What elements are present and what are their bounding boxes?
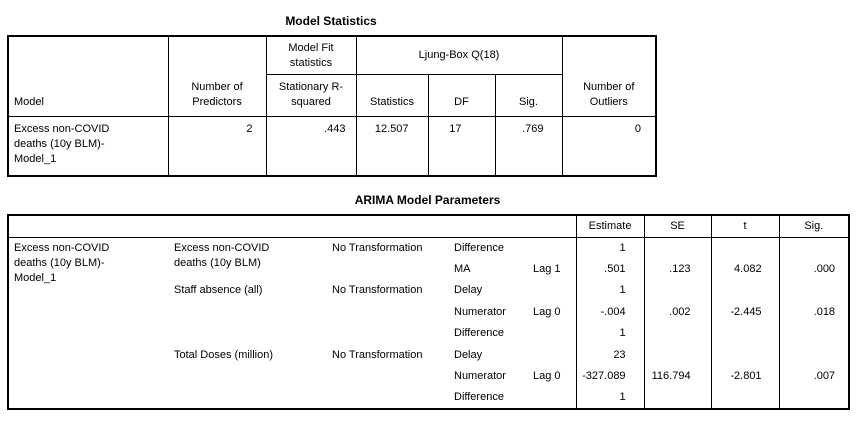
cell-estimate: 1 [575,323,645,345]
header-cell-model: Model [7,35,169,117]
cell-parameter: Difference [454,327,504,340]
cell-number-of-predictors: 2 [167,116,267,177]
cell-se [643,323,712,345]
cell-lag: Lag 1 [533,262,561,275]
arima-row: Numerator Lag 0 -.004 .002 -2.445 .018 [8,301,850,323]
header-cell-statistics: Statistics [355,74,429,117]
cell-estimate: -.004 [575,301,645,323]
header-cell-number-of-outliers: Number of Outliers [561,35,657,117]
cell-se: .002 [643,301,712,323]
cell-lag [530,323,576,345]
cell-parameter: Delay [454,284,483,297]
cell-t: 4.082 [710,258,780,280]
cell-parameter: Difference [454,391,504,404]
cell-se [643,237,712,259]
cell-t: -2.445 [710,301,780,323]
cell-sig [778,387,850,409]
cell-variable: Excess non-COVID deaths (10y BLM) [174,241,270,269]
cell-se: 116.794 [643,366,712,388]
arima-row: Difference 1 [8,323,850,345]
model-statistics-table: Model Number of Predictors Model Fit sta… [7,35,657,177]
cell-transformation: No Transformation [332,284,423,296]
cell-sig [778,344,850,366]
header-cell-estimate: Estimate [575,214,645,238]
arima-row: Staff absence (all) No Transformation De… [8,280,850,302]
arima-row: MA Lag 1 .501 .123 4.082 .000 [8,258,850,280]
cell-t [710,344,780,366]
cell-sig [778,280,850,302]
cell-estimate: .501 [575,258,645,280]
header-cell-number-of-predictors: Number of Predictors [167,35,267,117]
arima-row: Total Doses (million) No Transformation … [8,344,850,367]
cell-lag [530,388,576,410]
cell-ljung-statistics: 12.507 [355,116,429,177]
header-cell-t: t [710,214,780,238]
cell-lag [530,280,576,302]
cell-estimate: -327.089 [575,366,645,388]
header-cell-sig: Sig. [494,74,563,117]
model-statistics-header-band1: Model Number of Predictors Model Fit sta… [7,35,657,117]
cell-t [710,237,780,259]
cell-sig [778,323,850,345]
cell-lag: Lag 0 [533,305,561,318]
cell-estimate: 1 [575,280,645,302]
cell-stationary-r-squared: .443 [265,116,357,177]
cell-sig: .018 [778,301,850,323]
header-cell-se: SE [643,214,712,238]
arima-row: Excess non-COVID deaths (10y BLM)-Model_… [8,237,850,284]
model-statistics-title: Model Statistics [285,14,377,28]
header-cell-blank [8,215,577,238]
cell-lag [530,345,576,367]
arima-row: Numerator Lag 0 -327.089 116.794 -2.801 … [8,366,850,388]
cell-estimate: 1 [575,387,645,409]
cell-ljung-df: 17 [427,116,496,177]
cell-variable: Staff absence (all) [174,284,263,296]
cell-t [710,280,780,302]
cell-se: .123 [643,258,712,280]
header-cell-stationary-r-squared: Stationary R-squared [265,74,357,117]
cell-parameter: Difference [454,241,504,254]
cell-t: -2.801 [710,366,780,388]
cell-sig: .007 [778,366,850,388]
arima-parameters-table: Estimate SE t Sig. Excess non-COVID deat… [7,214,851,410]
cell-lag [530,237,576,259]
cell-t [710,323,780,345]
cell-parameter: Numerator [454,305,506,318]
arima-parameters-title: ARIMA Model Parameters [354,193,501,207]
cell-se [643,387,712,409]
header-cell-model-fit-statistics: Model Fit statistics [265,35,357,75]
cell-parameter: Numerator [454,370,506,383]
header-cell-df: DF [427,74,496,117]
cell-model-name: Excess non-COVID deaths (10y BLM)-Model_… [7,116,169,177]
model-statistics-header-band2: Stationary R-squared Statistics DF Sig. [8,74,656,117]
cell-parameter: MA [454,262,471,275]
header-cell-ljung-box-q18: Ljung-Box Q(18) [355,35,563,75]
cell-sig: .000 [778,258,850,280]
cell-model-name: Excess non-COVID deaths (10y BLM)-Model_… [14,241,110,284]
arima-row: Difference 1 [8,387,850,410]
cell-variable: Total Doses (million) [174,348,274,361]
cell-lag: Lag 0 [533,370,561,383]
cell-number-of-outliers: 0 [561,116,657,177]
cell-sig [778,237,850,259]
cell-estimate: 23 [575,344,645,366]
arima-header-row: Estimate SE t Sig. [8,214,850,238]
header-cell-sig: Sig. [778,214,850,238]
cell-transformation: No Transformation [332,241,423,254]
cell-estimate: 1 [575,237,645,259]
cell-transformation: No Transformation [332,348,423,361]
cell-t [710,387,780,409]
model-statistics-row: Excess non-COVID deaths (10y BLM)-Model_… [7,116,657,177]
cell-ljung-sig: .769 [494,116,563,177]
cell-se [643,280,712,302]
cell-parameter: Delay [454,348,483,361]
cell-se [643,344,712,366]
